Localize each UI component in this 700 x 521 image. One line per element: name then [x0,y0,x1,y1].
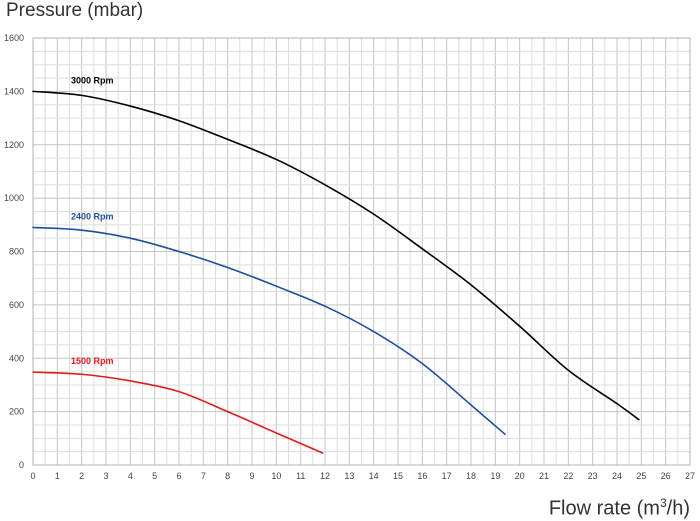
x-tick-label: 21 [539,471,549,481]
x-tick-label: 3 [103,471,108,481]
series-label-3000-rpm: 3000 Rpm [71,75,114,85]
y-tick-label: 600 [9,300,24,310]
x-tick-label: 1 [55,471,60,481]
series-lines [32,90,640,454]
x-tick-label: 9 [249,471,254,481]
x-tick-labels: 0 1 2 3 4 5 6 7 8 9 10 11 12 13 14 15 16 17 18 19 20 21 22 23 24… [30,471,695,481]
y-tick-label: 400 [9,353,24,363]
x-tick-label: 11 [296,471,305,481]
y-tick-label: 800 [9,247,24,257]
x-tick-label: 0 [30,471,35,481]
x-tick-label: 5 [152,471,157,481]
x-tick-label: 22 [563,471,573,481]
x-tick-label: 4 [128,471,133,481]
x-tick-label: 13 [344,471,354,481]
x-axis-title-end: /h) [666,497,690,520]
x-axis-title-main: Flow rate (m [548,497,660,520]
x-tick-label: 6 [176,471,181,481]
series-label-2400-rpm: 2400 Rpm [71,211,114,221]
x-tick-label: 17 [442,471,452,481]
x-tick-label: 7 [201,471,206,481]
y-tick-label: 1200 [4,140,24,150]
plot-frame [32,37,691,466]
x-tick-label: 8 [225,471,230,481]
series-line-1500-rpm [32,371,324,454]
x-axis-title: Flow rate (m3/h) [549,496,690,521]
x-tick-label: 24 [612,471,622,481]
y-tick-label: 1000 [4,193,24,203]
x-tick-label: 25 [636,471,646,481]
series-label-1500-rpm: 1500 Rpm [71,356,114,366]
y-tick-label: 200 [9,407,24,417]
series-line-2400-rpm [32,226,506,436]
x-tick-label: 18 [466,471,476,481]
y-tick-label: 1400 [4,86,24,96]
grid [32,37,691,466]
series-line-3000-rpm [32,90,640,421]
y-tick-label: 1600 [4,33,24,43]
x-tick-label: 20 [515,471,525,481]
x-tick-label: 14 [369,471,379,481]
x-tick-label: 27 [685,471,695,481]
y-axis-title: Pressure (mbar) [6,0,144,21]
x-tick-label: 2 [79,471,84,481]
y-tick-label: 0 [19,460,24,470]
x-tick-label: 15 [393,471,403,481]
x-tick-label: 16 [417,471,427,481]
x-tick-label: 26 [661,471,671,481]
x-tick-label: 19 [490,471,500,481]
x-tick-label: 23 [588,471,598,481]
series-labels: 3000 Rpm 2400 Rpm 1500 Rpm [71,75,114,366]
y-tick-labels: 0 200 400 600 800 1000 1200 1400 1600 [4,33,24,470]
x-tick-label: 12 [320,471,330,481]
x-tick-label: 10 [271,471,281,481]
x-axis-title-superscript: 3 [659,496,667,510]
